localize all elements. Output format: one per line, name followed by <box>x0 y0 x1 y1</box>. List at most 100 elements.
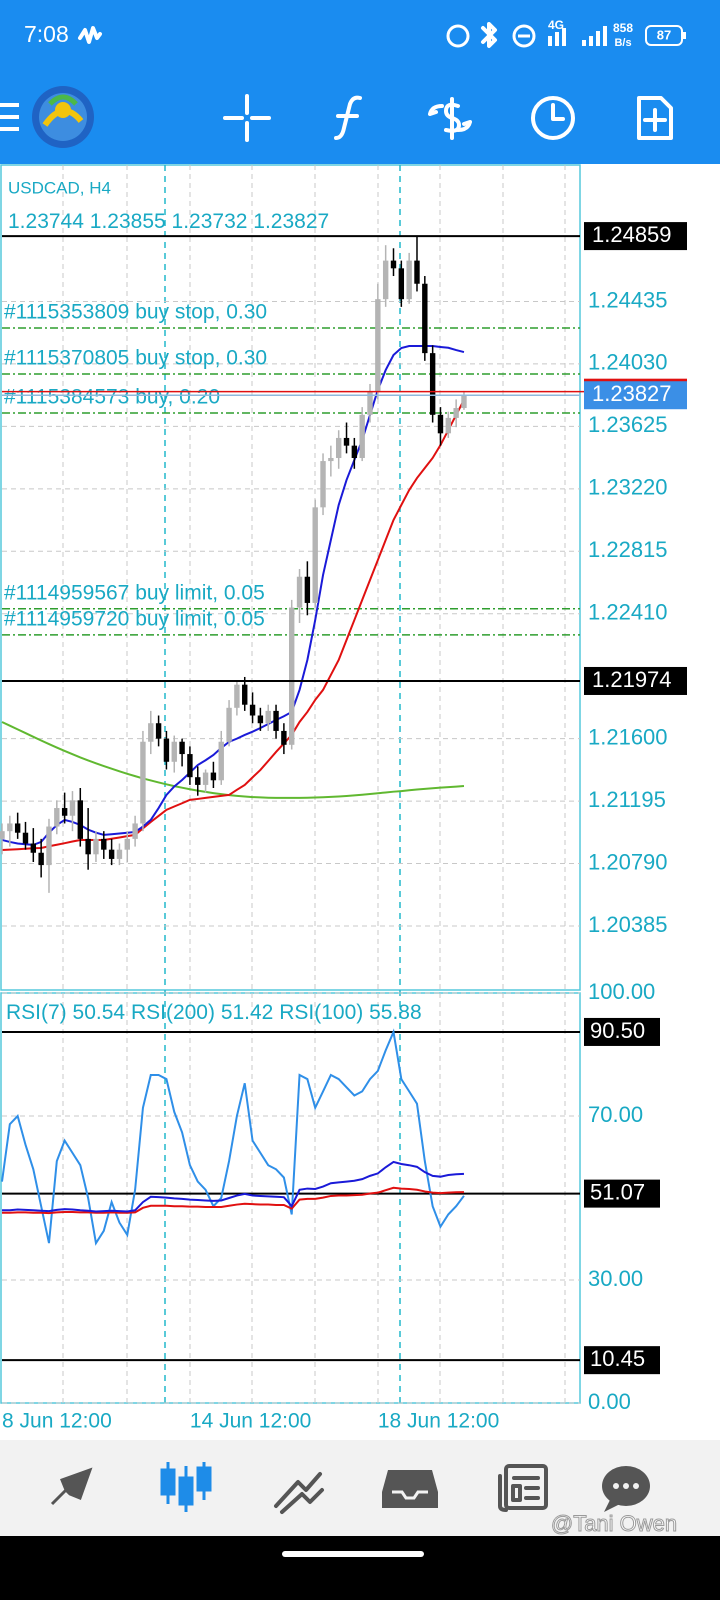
y-tick-label: 1.22815 <box>588 537 668 562</box>
alarm-icon <box>446 24 470 48</box>
rsi-readout: RSI(7) 50.54 RSI(200) 51.42 RSI(100) 55.… <box>6 1001 422 1024</box>
order-label: #1115353809 buy stop, 0.30 <box>4 301 267 324</box>
candle-body <box>140 741 146 824</box>
rsi-panel <box>0 992 581 1404</box>
candle-body <box>289 607 295 745</box>
y-tick-label: 70.00 <box>588 1102 643 1127</box>
app-logo[interactable] <box>32 86 94 148</box>
candle-body <box>398 268 405 300</box>
y-tick-label: 1.24030 <box>588 350 668 375</box>
rsi-line <box>1 1028 465 1246</box>
new-order-button[interactable] <box>637 96 673 140</box>
chart-area[interactable]: 1.24435 1.24030 1.23625 1.23220 1.22815 1.224… <box>0 164 687 1433</box>
crosshair-button[interactable] <box>223 94 271 142</box>
y-tick-label: 1.23625 <box>588 412 668 437</box>
candle-body <box>210 772 217 781</box>
candle-body <box>195 777 201 785</box>
candle-body <box>382 260 389 300</box>
y-tick-label: 100.00 <box>588 979 655 1004</box>
candle-body <box>101 838 107 850</box>
candle-body <box>265 710 271 724</box>
x-tick-label: 14 Jun 12:00 <box>190 1410 311 1433</box>
ohlc-readout: 1.23744 1.23855 1.23732 1.23827 <box>8 210 329 233</box>
candle-body <box>328 457 334 462</box>
candle-body <box>281 730 287 745</box>
candle-body <box>453 408 459 418</box>
level-label: 51.07 <box>590 1179 645 1204</box>
candle-body <box>69 800 76 816</box>
candle-body <box>320 461 326 508</box>
rsi-value: 55.88 <box>369 1001 422 1024</box>
candle-body <box>429 353 436 415</box>
candle-body <box>148 723 154 742</box>
candle-body <box>312 507 318 603</box>
home-indicator[interactable] <box>282 1551 424 1557</box>
x-tick-label: 18 Jun 12:00 <box>378 1410 499 1433</box>
high-value: 1.23855 <box>90 210 166 233</box>
trade-button[interactable] <box>428 97 472 140</box>
price-line-label: 1.21974 <box>592 667 672 692</box>
app-header <box>0 0 720 164</box>
battery-icon <box>645 25 683 46</box>
candle-body <box>116 849 123 859</box>
watermark: @Tani Owen <box>551 1511 677 1536</box>
trade-tab[interactable] <box>274 1472 324 1514</box>
candle-body <box>7 823 13 832</box>
candle-body <box>343 437 350 446</box>
bluetooth-icon <box>481 22 497 48</box>
candle-body <box>273 710 279 731</box>
period-button[interactable] <box>531 96 575 140</box>
network-type: 4G <box>548 18 564 32</box>
candle-body <box>22 832 29 844</box>
candle-body <box>124 838 130 850</box>
candle-body <box>0 831 5 839</box>
moving-average <box>1 721 465 799</box>
rsi-name: RSI(200) <box>131 1001 215 1024</box>
ask-marker <box>584 378 687 383</box>
chart-tab[interactable] <box>160 1462 212 1512</box>
rsi-value: 51.42 <box>221 1001 274 1024</box>
candle-body <box>226 707 232 742</box>
y-tick-label: 1.24435 <box>588 287 668 312</box>
candle-body <box>155 723 162 739</box>
news-tab[interactable] <box>498 1464 548 1512</box>
history-tab[interactable] <box>382 1470 438 1508</box>
rsi-value: 50.54 <box>73 1001 126 1024</box>
candle-body <box>390 260 397 269</box>
y-tick-label: 1.22410 <box>588 600 668 625</box>
candle-body <box>304 576 311 603</box>
bid-marker <box>584 381 687 410</box>
candle-body <box>234 684 240 708</box>
menu-button[interactable] <box>0 103 19 131</box>
low-value: 1.23732 <box>172 210 248 233</box>
candle-body <box>437 414 444 434</box>
net-speed: 858 <box>613 21 633 35</box>
chat-tab[interactable] <box>602 1466 650 1512</box>
candle-body <box>163 738 170 762</box>
candle-body <box>187 754 193 778</box>
net-unit: B/s <box>614 37 631 49</box>
candle-body <box>46 826 52 866</box>
y-tick-label: 30.00 <box>588 1266 643 1291</box>
candle-body <box>108 849 115 859</box>
candle-body <box>249 704 256 716</box>
close-value: 1.23827 <box>253 210 329 233</box>
y-tick-label: 0.00 <box>588 1389 631 1414</box>
candle-body <box>367 391 373 415</box>
y-tick-label: 1.21195 <box>588 787 666 812</box>
indicators-button[interactable] <box>334 95 362 140</box>
y-tick-label: 1.23220 <box>588 475 668 500</box>
candle-body <box>257 715 264 724</box>
chart-symbol: USDCAD, H4 <box>8 178 111 197</box>
rsi-line <box>2 1160 465 1213</box>
candle-body <box>77 800 83 839</box>
system-nav-bar <box>0 1536 720 1600</box>
candle-body <box>38 852 44 866</box>
price-line-marker <box>584 666 687 695</box>
y-tick-label: 1.21600 <box>588 724 668 749</box>
quotes-tab[interactable] <box>50 1467 93 1506</box>
candle-body <box>179 741 185 755</box>
level-marker <box>584 1346 660 1375</box>
candle-body <box>171 741 177 762</box>
